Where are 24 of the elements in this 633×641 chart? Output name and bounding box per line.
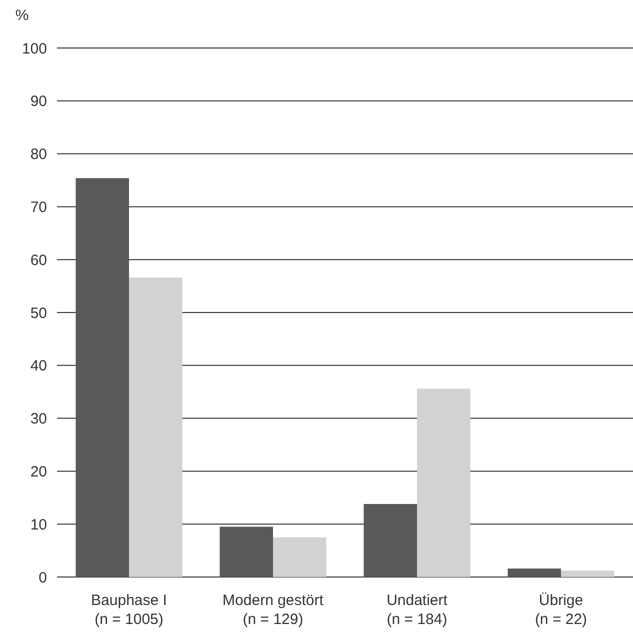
x-tick-label: Modern gestört (n = 129) bbox=[222, 592, 324, 628]
bar bbox=[417, 388, 470, 577]
bar bbox=[508, 568, 561, 577]
bar bbox=[76, 178, 129, 577]
bar bbox=[561, 570, 614, 577]
y-tick-label: 60 bbox=[30, 252, 47, 269]
y-tick-label: 70 bbox=[30, 198, 47, 216]
y-tick-label: 40 bbox=[30, 358, 47, 375]
y-tick-label: 50 bbox=[30, 304, 47, 322]
y-tick-label: 10 bbox=[30, 516, 47, 534]
x-tick-label: Bauphase I (n = 1005) bbox=[91, 592, 167, 628]
bar bbox=[129, 278, 182, 577]
y-tick-label: 0 bbox=[38, 569, 47, 586]
y-tick-label: 20 bbox=[30, 463, 47, 480]
y-tick-label: 90 bbox=[30, 93, 47, 110]
bar bbox=[273, 537, 326, 577]
bar bbox=[364, 504, 417, 577]
y-tick-label: 80 bbox=[30, 146, 47, 164]
x-tick-label: Übrige (n = 22) bbox=[534, 592, 588, 628]
y-axis-title: % bbox=[15, 7, 29, 24]
y-tick-label: 30 bbox=[30, 410, 47, 428]
x-tick-label: Undatiert (n = 184) bbox=[386, 592, 448, 628]
bar bbox=[220, 526, 273, 577]
y-tick-label: 100 bbox=[22, 40, 47, 58]
